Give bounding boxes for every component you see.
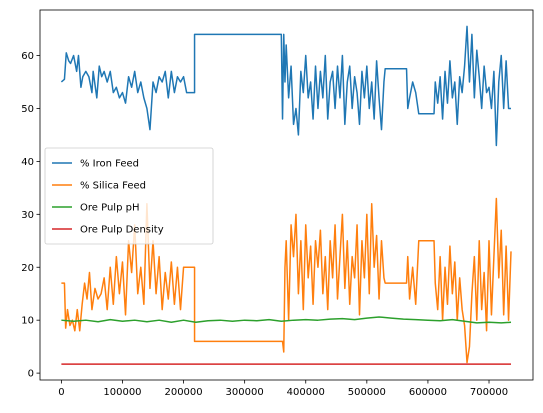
- series-line-2: [61, 316, 512, 324]
- series-layer: [60, 25, 512, 365]
- legend-label-3: Ore Pulp Density: [80, 225, 164, 236]
- series-line-0: [60, 25, 512, 147]
- y-tick-label-0: 0: [28, 369, 34, 380]
- y-tick-label-6: 60: [21, 51, 34, 62]
- x-tick-label-0: 0: [58, 387, 64, 398]
- x-tick-label-6: 600000: [409, 387, 447, 398]
- legend-box: [44, 147, 214, 245]
- y-tick-label-5: 50: [21, 104, 34, 115]
- legend-label-0: % Iron Feed: [80, 159, 139, 170]
- y-tick-label-3: 30: [21, 210, 34, 221]
- y-tick-label-2: 20: [21, 263, 34, 274]
- x-tick-label-7: 700000: [470, 387, 508, 398]
- y-tick-label-4: 40: [21, 157, 34, 168]
- plot-frame: [39, 9, 534, 381]
- legend-label-2: Ore Pulp pH: [80, 203, 139, 214]
- x-tick-label-1: 100000: [103, 387, 141, 398]
- x-tick-label-2: 200000: [164, 387, 202, 398]
- x-tick-label-5: 500000: [348, 387, 386, 398]
- x-axis: 0 100000 200000 300000 400000 500000 600000 700…: [58, 380, 508, 398]
- y-axis: 0 10 20 30 40 50 60: [21, 51, 40, 380]
- x-tick-label-3: 300000: [226, 387, 264, 398]
- x-tick-label-4: 400000: [287, 387, 325, 398]
- legend-label-1: % Silica Feed: [80, 181, 146, 192]
- y-tick-label-1: 10: [21, 316, 34, 327]
- legend: % Iron Feed % Silica Feed Ore Pulp pH Ore P…: [44, 147, 214, 245]
- legend-items: % Iron Feed % Silica Feed Ore Pulp pH Ore P…: [52, 159, 164, 236]
